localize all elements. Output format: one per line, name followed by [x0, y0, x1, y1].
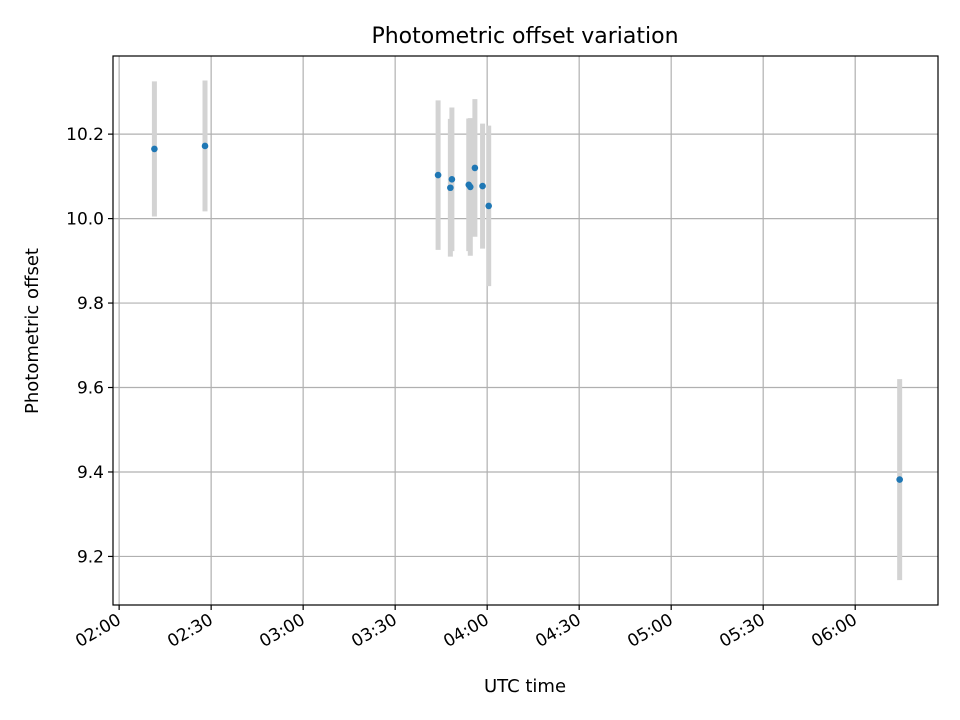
data-point: [485, 202, 492, 210]
data-point: [479, 182, 486, 190]
data-point: [466, 183, 474, 191]
data-point: [151, 145, 158, 153]
y-tick-label: 9.4: [77, 463, 104, 483]
data-point: [471, 164, 479, 172]
y-tick-label: 10.2: [66, 125, 104, 145]
data-point: [896, 476, 903, 483]
data-point: [448, 176, 456, 183]
grid: [113, 56, 938, 605]
data-point: [447, 184, 454, 192]
x-axis-label: UTC time: [484, 676, 566, 697]
y-tick-label: 9.6: [77, 379, 104, 399]
data-points: [151, 142, 903, 483]
plot-frame: [112, 55, 939, 606]
data-point: [434, 171, 442, 179]
y-tick-label: 9.8: [77, 294, 104, 314]
y-tick-label: 9.2: [77, 547, 104, 567]
y-axis-label: Photometric offset: [22, 248, 43, 414]
y-tick-label: 10.0: [66, 210, 104, 230]
chart-title: Photometric offset variation: [371, 24, 678, 49]
y-axis-ticks: 9.2 9.4 9.6 9.8 10.0 10.2: [66, 125, 113, 567]
data-point: [201, 142, 209, 150]
plot-area: [113, 56, 938, 605]
